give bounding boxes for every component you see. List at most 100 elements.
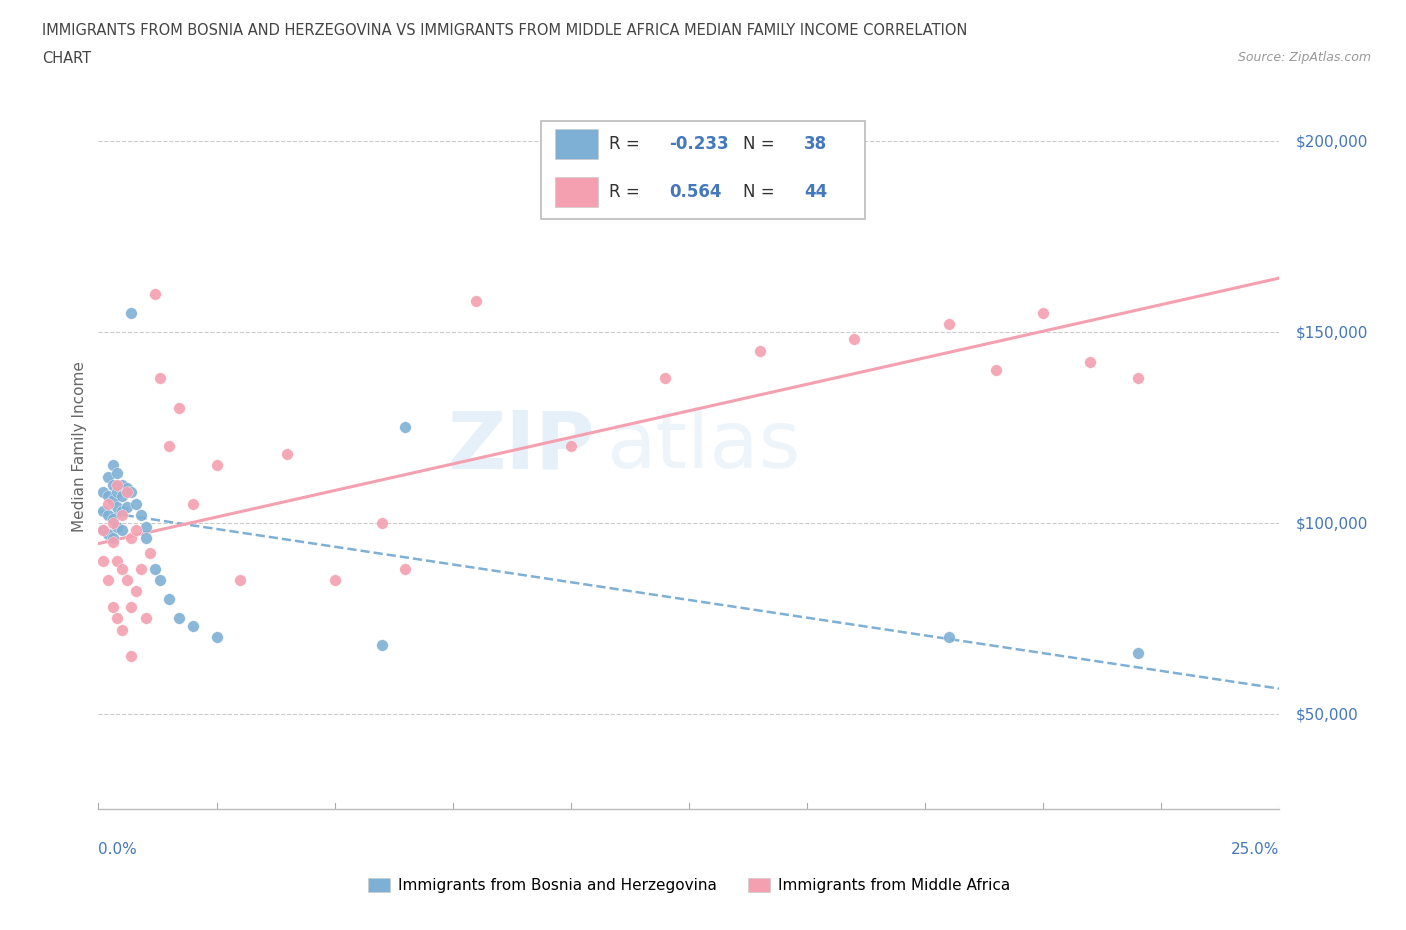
Point [101,512,124,526]
Point [938,317,960,332]
Point [139,546,162,561]
Point [97,497,120,512]
Point [135,519,157,534]
Point [105,477,128,492]
Point [121,485,143,499]
Point [101,477,124,492]
Point [105,500,128,515]
Point [938,630,960,644]
Point [105,485,128,499]
Point [101,492,124,507]
Point [984,363,1007,378]
Point [111,488,134,503]
Point [276,446,298,461]
Legend: Immigrants from Bosnia and Herzegovina, Immigrants from Middle Africa: Immigrants from Bosnia and Herzegovina, … [361,871,1017,899]
Point [323,573,346,588]
Text: N =: N = [744,135,775,153]
Point [135,531,157,546]
Point [1032,305,1054,320]
Text: CHART: CHART [42,51,91,66]
Point [111,504,134,519]
Text: 25.0%: 25.0% [1232,842,1279,857]
Bar [554,178,599,207]
Point [205,630,228,644]
Point [149,370,172,385]
Text: 0.564: 0.564 [669,182,721,201]
Point [97,470,120,485]
Point [1126,370,1149,385]
Point [91,504,114,519]
Point [157,591,180,606]
Point [101,515,124,530]
Point [97,526,120,541]
Point [101,599,124,614]
Point [121,599,143,614]
Point [105,519,128,534]
Point [91,523,114,538]
Point [101,531,124,546]
Point [125,584,148,599]
Point [125,497,148,512]
Text: N =: N = [744,182,775,201]
Point [111,561,134,576]
Point [129,561,152,576]
Point [97,573,120,588]
Point [167,611,190,626]
Point [149,573,172,588]
Point [115,573,138,588]
Point [465,294,488,309]
Point [748,343,770,358]
Point [167,401,190,416]
Point [105,611,128,626]
Point [1126,645,1149,660]
Point [1080,355,1102,370]
Text: IMMIGRANTS FROM BOSNIA AND HERZEGOVINA VS IMMIGRANTS FROM MIDDLE AFRICA MEDIAN F: IMMIGRANTS FROM BOSNIA AND HERZEGOVINA V… [42,23,967,38]
Point [121,531,143,546]
Text: 0.0%: 0.0% [98,842,138,857]
Point [111,508,134,523]
Point [97,508,120,523]
Point [181,497,204,512]
Text: R =: R = [609,135,640,153]
Point [115,481,138,496]
Text: -0.233: -0.233 [669,135,728,153]
Point [115,485,138,499]
Text: atlas: atlas [606,407,800,485]
Point [91,523,114,538]
Point [111,622,134,637]
Point [135,611,157,626]
Text: Source: ZipAtlas.com: Source: ZipAtlas.com [1237,51,1371,64]
Y-axis label: Median Family Income: Median Family Income [72,361,87,532]
Point [101,458,124,473]
Point [125,523,148,538]
Point [371,515,394,530]
Point [105,466,128,481]
Point [111,523,134,538]
Point [229,573,252,588]
Text: 38: 38 [804,135,827,153]
Text: 44: 44 [804,182,828,201]
Point [654,370,676,385]
Point [371,637,394,652]
Point [121,649,143,664]
Text: ZIP: ZIP [447,407,595,485]
Point [105,553,128,568]
Point [91,553,114,568]
Point [121,305,143,320]
Point [97,488,120,503]
Point [181,618,204,633]
Point [111,477,134,492]
Bar [554,129,599,159]
Point [143,561,166,576]
Point [115,500,138,515]
Point [844,332,866,347]
Point [205,458,228,473]
Point [157,439,180,454]
Point [394,561,416,576]
Point [143,286,166,301]
Point [91,485,114,499]
Point [560,439,582,454]
Point [394,419,416,434]
Text: R =: R = [609,182,640,201]
Point [129,508,152,523]
